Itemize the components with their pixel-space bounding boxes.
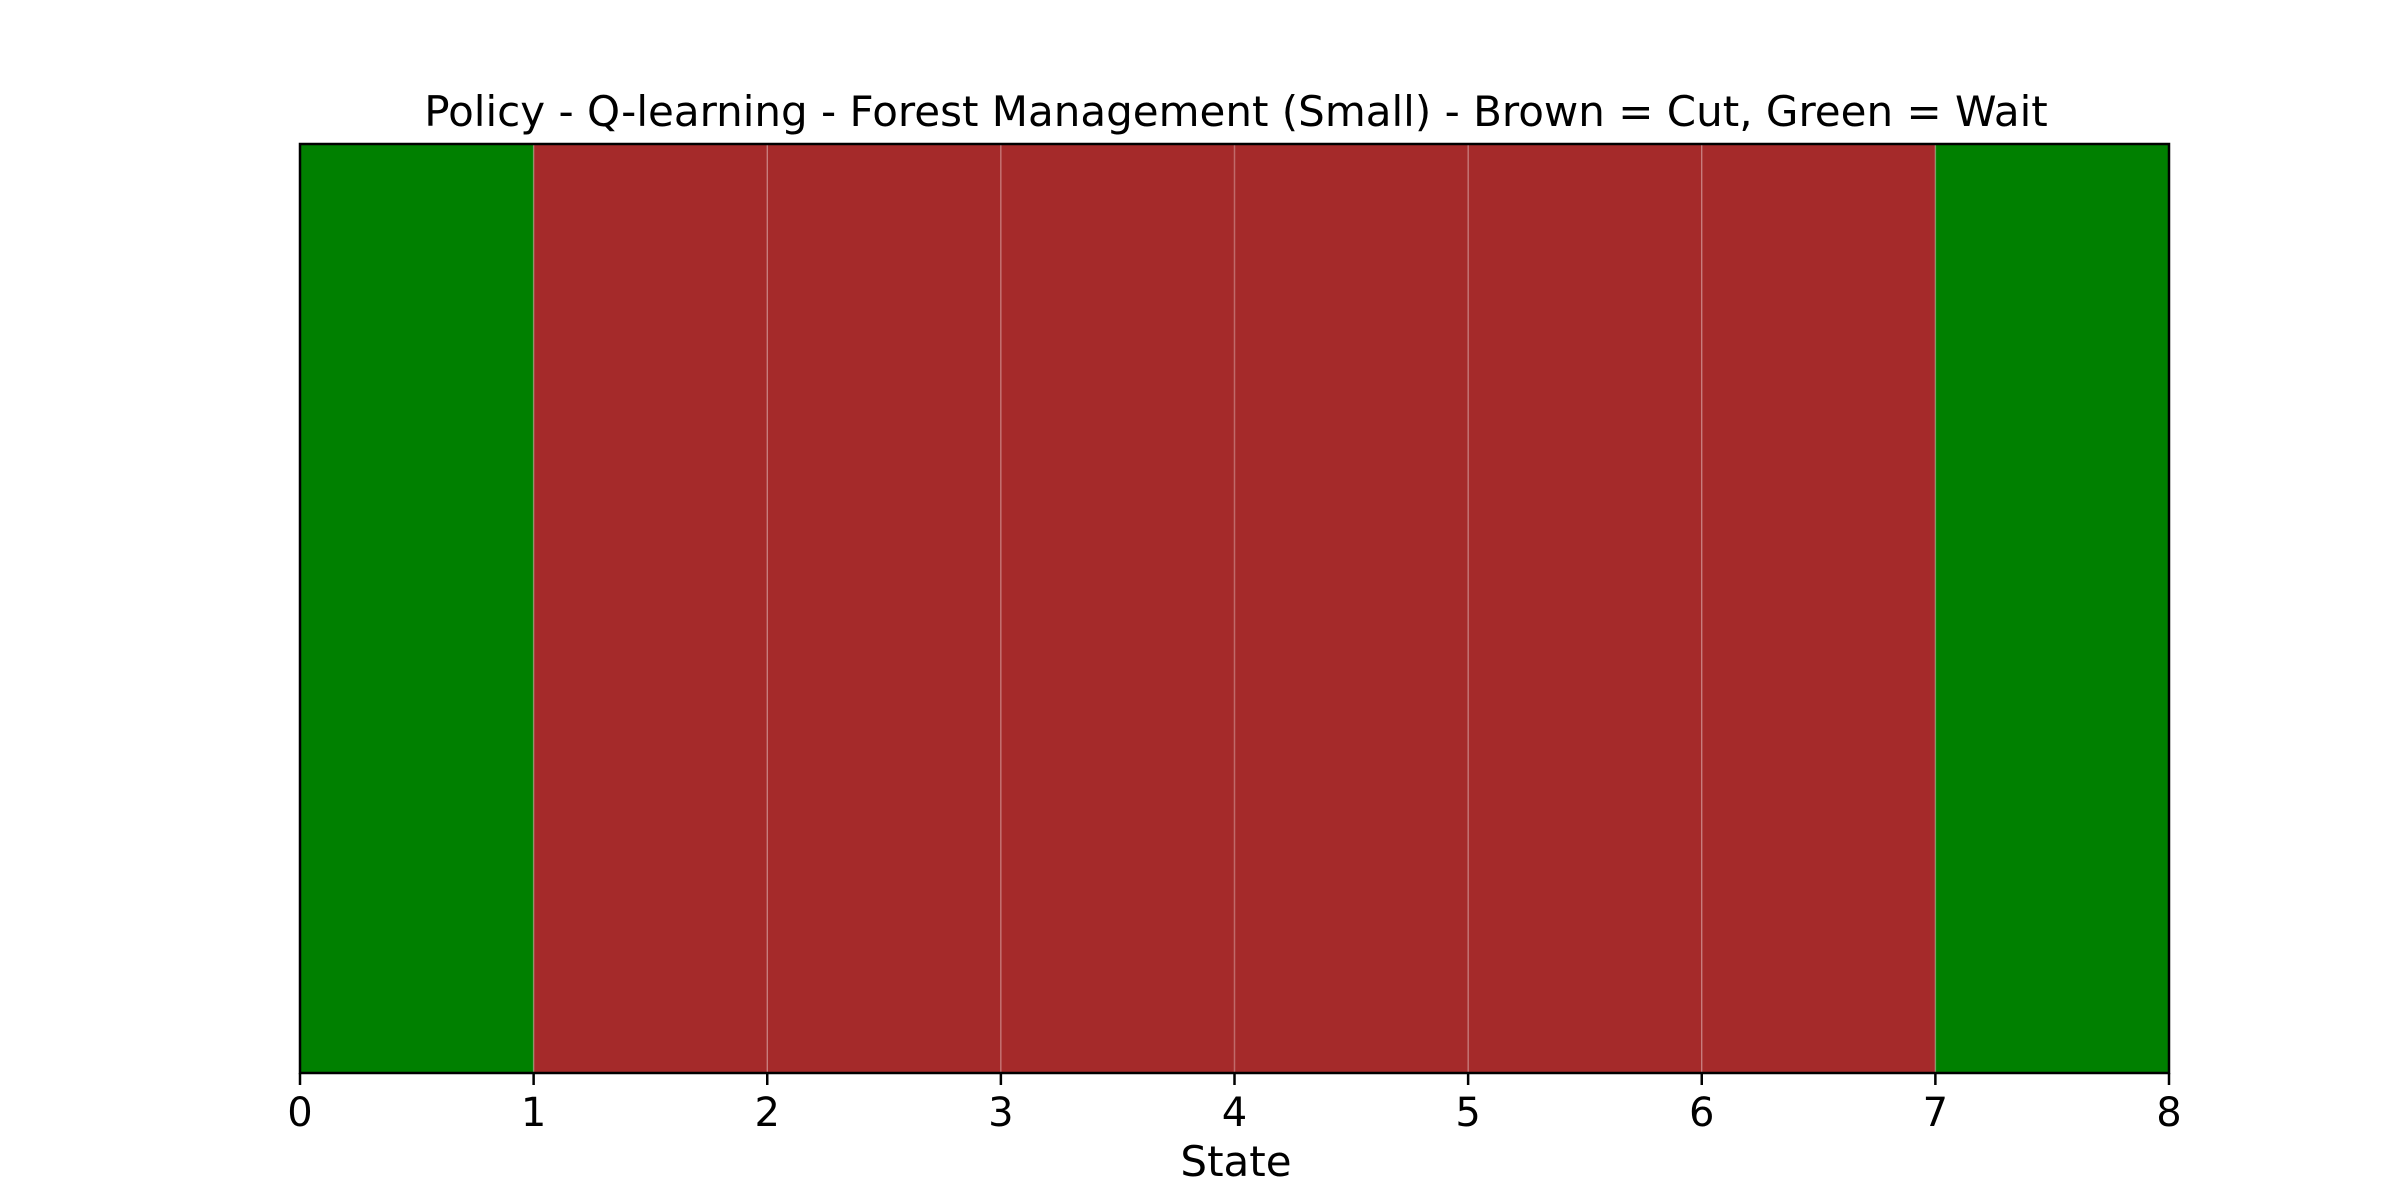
x-tick-label: 6 [1689, 1090, 1714, 1136]
x-axis-label: State [1180, 1137, 1291, 1186]
x-tick-label: 1 [521, 1090, 546, 1136]
x-tick-label: 0 [287, 1090, 312, 1136]
policy-cell-state-4-cut [1234, 144, 1469, 1073]
policy-cell-state-3-cut [1000, 144, 1235, 1073]
cell-separators [532, 144, 1937, 1073]
policy-cell-state-2-cut [767, 144, 1001, 1073]
policy-cell-state-7-wait [1935, 144, 2169, 1073]
x-tick-label: 5 [1455, 1090, 1480, 1136]
x-axis-ticks: 0 1 2 3 4 5 6 7 8 [287, 1073, 2182, 1136]
x-tick-label: 7 [1923, 1090, 1948, 1136]
policy-cell-state-1-cut [533, 144, 768, 1073]
policy-cell-state-6-cut [1701, 144, 1936, 1073]
x-tick-label: 2 [755, 1090, 780, 1136]
chart-title: Policy - Q-learning - Forest Management … [424, 87, 2047, 136]
x-tick-label: 3 [988, 1090, 1013, 1136]
policy-cell-state-5-cut [1468, 144, 1702, 1073]
policy-cell-state-0-wait [300, 144, 534, 1073]
x-tick-label: 8 [2156, 1090, 2181, 1136]
x-tick-label: 4 [1222, 1090, 1247, 1136]
policy-cells [300, 144, 2169, 1073]
